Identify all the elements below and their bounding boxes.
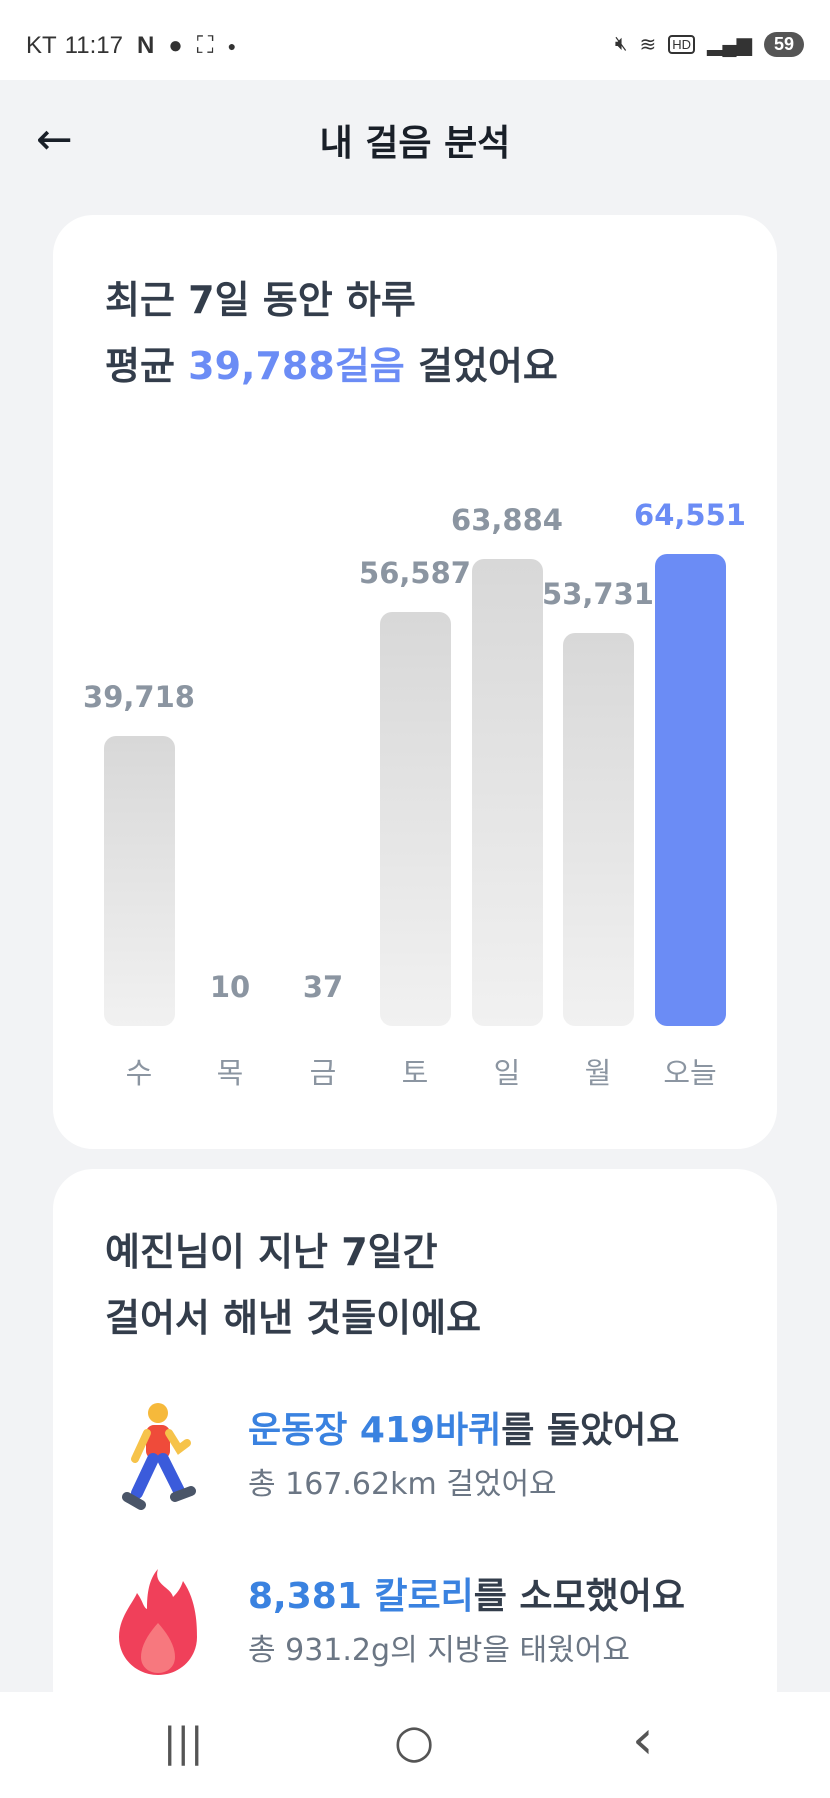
home-button[interactable]: ○ (394, 1714, 435, 1768)
average-steps: 39,788걸음 (188, 344, 405, 388)
achievement-item: 8,381 칼로리를 소모했어요 총 931.2g의 지방을 태웠어요 (53, 1567, 777, 1687)
bar-value-label: 39,718 (83, 679, 195, 714)
status-bar: KT 11:17 N ● ⛶ ● 🔇︎ ≋ HD ▂▄▆ 59 (0, 0, 830, 80)
bar (104, 735, 175, 1026)
bar (472, 558, 543, 1026)
achievements-title-line1: 예진님이 지난 7일간 (105, 1230, 438, 1274)
laps-text: 운동장 419바퀴를 돌았어요 (248, 1410, 680, 1451)
fat-burned-text: 총 931.2g의 지방을 태웠어요 (248, 1633, 630, 1668)
day-label: 일 (493, 1056, 521, 1090)
back-button[interactable]: ‹ (632, 1708, 654, 1771)
bar (655, 554, 726, 1026)
recent-apps-button[interactable]: ||| (163, 1720, 204, 1766)
bar (380, 612, 451, 1026)
back-arrow-icon[interactable]: ← (36, 114, 73, 165)
bar-value-label: 53,731 (542, 577, 654, 612)
calories-text: 8,381 칼로리를 소모했어요 (248, 1576, 686, 1617)
page-title: 내 걸음 분석 (319, 123, 511, 164)
mute-icon: 🔇︎ (614, 33, 628, 55)
bar-value-label: 63,884 (451, 502, 563, 537)
bar-value-label: 37 (302, 969, 344, 1004)
day-label: 목 (216, 1056, 244, 1090)
time: 11:17 (64, 32, 123, 59)
bar-value-label: 64,551 (634, 498, 746, 532)
header: ← 내 걸음 분석 (0, 80, 830, 200)
fire-icon (119, 1569, 197, 1675)
achievements-title-line2: 걸어서 해낸 것들이에요 (105, 1296, 482, 1340)
battery-icon: 59 (763, 32, 804, 57)
day-label: 수 (125, 1056, 153, 1090)
carrier: KT (26, 32, 57, 59)
hd-icon: HD (668, 35, 696, 54)
achievements-card: 예진님이 지난 7일간 걸어서 해낸 것들이에요 운동장 419바퀴를 돌았어요… (53, 1169, 777, 1729)
netflix-icon: N (136, 32, 155, 59)
bar (563, 633, 634, 1026)
dot-icon: ● (227, 38, 237, 54)
bar-value-label: 10 (209, 969, 251, 1004)
summary-line1: 최근 7일 동안 하루 (105, 278, 416, 322)
bar-value-label: 56,587 (359, 556, 471, 591)
talk-icon: ● (168, 32, 183, 59)
steps-chart-card: 최근 7일 동안 하루 평균 39,788걸음 걸었어요 39,718 수 10 목 3… (53, 215, 777, 1149)
navigation-bar: ||| ○ ‹ (0, 1692, 830, 1798)
summary-line2: 평균 39,788걸음 걸었어요 (105, 344, 558, 388)
day-label: 금 (309, 1056, 337, 1090)
achievement-item: 운동장 419바퀴를 돌았어요 총 167.62km 걸었어요 (53, 1401, 777, 1521)
distance-text: 총 167.62km 걸었어요 (248, 1467, 557, 1502)
day-label: 월 (584, 1056, 612, 1090)
day-label: 토 (401, 1056, 429, 1090)
wifi-icon: ≋ (639, 34, 657, 56)
screenshot-icon: ⛶ (196, 32, 214, 59)
day-label: 오늘 (663, 1056, 717, 1090)
person-walking-icon (122, 1403, 196, 1510)
signal-icon: ▂▄▆ (707, 34, 752, 56)
